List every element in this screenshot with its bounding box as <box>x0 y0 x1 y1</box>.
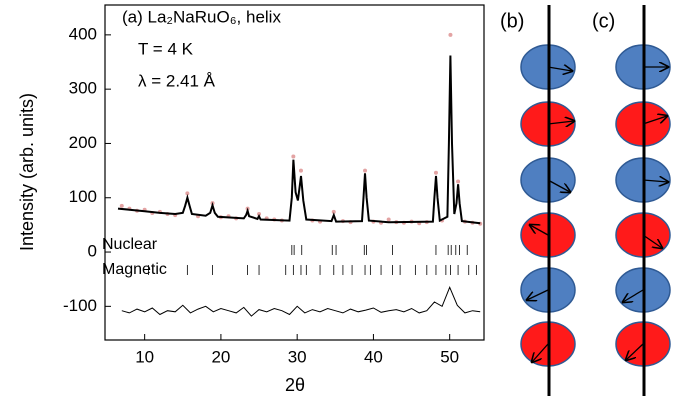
spin-arrow <box>642 180 668 182</box>
observed-point <box>298 168 303 173</box>
y-axis-label: Intensity (arb. units) <box>17 93 37 251</box>
plot-frame <box>104 4 485 341</box>
x-tick-label: 30 <box>288 347 307 366</box>
spin-arrow <box>547 121 574 124</box>
panel-b: (b) <box>500 5 575 396</box>
annotation: λ = 2.41 Å <box>138 71 216 90</box>
observed-point <box>363 168 368 173</box>
x-tick-label: 40 <box>364 347 383 366</box>
series-line <box>117 55 481 225</box>
spin-arrow <box>642 234 662 248</box>
observed-point <box>185 191 190 196</box>
y-tick-label: 400 <box>69 24 97 43</box>
x-tick-label: 50 <box>440 347 459 366</box>
annotation: T = 4 K <box>138 39 194 58</box>
spin-arrow <box>530 225 549 236</box>
observed-point <box>119 203 124 208</box>
x-axis-label: 2θ <box>285 375 305 395</box>
y-tick-label: 300 <box>69 79 97 98</box>
spin-arrow <box>527 289 549 300</box>
observed-point <box>456 179 461 184</box>
reflection-label: Magnetic <box>102 261 167 278</box>
spin-arrow <box>623 289 644 302</box>
observed-point <box>386 217 391 222</box>
annotation: (a) La₂NaRuO₆, helix <box>122 7 281 26</box>
y-tick-label: 100 <box>69 187 97 206</box>
observed-point <box>331 209 336 214</box>
reflection-label: Nuclear <box>102 236 158 253</box>
spin-arrow <box>642 116 667 125</box>
observed-point <box>448 32 453 37</box>
x-tick-label: 20 <box>211 347 230 366</box>
panel-c: (c) <box>592 5 671 396</box>
spin-arrow <box>626 343 644 360</box>
observed-point <box>257 212 262 217</box>
panel-label: (b) <box>500 10 524 32</box>
y-tick-label: 200 <box>69 133 97 152</box>
y-tick-label: 0 <box>88 242 97 261</box>
spin-arrow <box>547 179 570 192</box>
spin-arrow <box>532 343 549 362</box>
y-tick-label: -100 <box>63 296 97 315</box>
observed-point <box>433 170 438 175</box>
series-line <box>121 285 481 317</box>
x-tick-label: 10 <box>135 347 154 366</box>
observed-point <box>291 154 296 159</box>
spin-arrow <box>547 67 572 71</box>
panel-label: (c) <box>592 10 615 32</box>
